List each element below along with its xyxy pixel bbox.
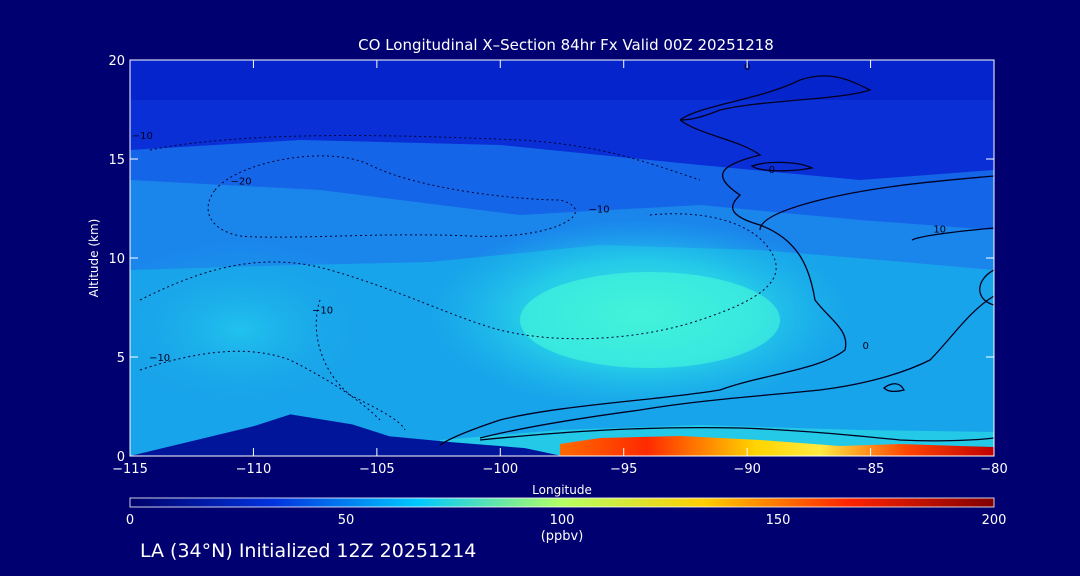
contour-solid-surface	[479, 426, 994, 442]
initialization-note: LA (34°N) Initialized 12Z 20251214	[140, 540, 477, 562]
contour-solid-zero	[439, 75, 872, 446]
x-tick-label: −115	[112, 462, 148, 477]
y-tick-label: 15	[108, 153, 125, 168]
contour-label: −10	[132, 131, 153, 142]
field-surface-maximum	[560, 436, 994, 456]
plot-area	[130, 60, 994, 456]
y-tick-label: 10	[108, 252, 125, 267]
contour-solid-small-loop	[883, 383, 905, 392]
x-tick-label: −90	[733, 462, 760, 477]
contour-solid-ten	[479, 227, 994, 439]
colorbar-ticks: 0 50 100 150 200	[126, 513, 1007, 528]
colorbar-tick-label: 100	[550, 513, 575, 528]
x-axis-label: Longitude	[532, 483, 592, 497]
contour-label: −10	[149, 353, 170, 364]
x-axis-ticks: −115 −110 −105 −100 −95 −90 −85 −80	[112, 60, 1008, 477]
field-west-layer	[130, 240, 390, 420]
chart-title: CO Longitudinal X–Section 84hr Fx Valid …	[358, 36, 774, 54]
x-tick-label: −105	[359, 462, 395, 477]
field-top-band	[130, 60, 994, 100]
contour-solid-east	[759, 175, 994, 306]
colorbar: 0 50 100 150 200 (ppbv)	[126, 497, 1007, 544]
y-axis-label: Altitude (km)	[87, 219, 101, 298]
x-tick-label: −110	[236, 462, 272, 477]
contour-label: −10	[312, 305, 333, 316]
contour-dotted-upper	[149, 135, 701, 181]
y-tick-label: 5	[117, 351, 125, 366]
colorbar-tick-label: 150	[766, 513, 791, 528]
colorbar-bar	[129, 497, 995, 508]
colorbar-tick-label: 200	[982, 513, 1007, 528]
contour-dotted-low	[139, 350, 381, 421]
x-tick-label: −100	[482, 462, 518, 477]
y-tick-label: 0	[117, 450, 125, 465]
colorbar-tick-label: 50	[338, 513, 355, 528]
contour-label: −20	[231, 177, 252, 188]
colorbar-tick-label: 0	[126, 513, 134, 528]
contour-label: 0	[769, 165, 775, 176]
contour-label: −10	[588, 204, 609, 215]
contour-lines	[139, 75, 994, 446]
y-axis-ticks: 0 5 10 15 20	[108, 54, 994, 465]
contour-label: 10	[933, 224, 946, 235]
terrain	[130, 414, 562, 456]
contour-dotted-west	[315, 299, 406, 431]
x-tick-label: −85	[857, 462, 884, 477]
x-tick-label: −80	[980, 462, 1007, 477]
contour-label: 0	[862, 341, 868, 352]
contour-solid-loop	[750, 161, 815, 172]
contour-dotted-mid	[139, 213, 777, 340]
colorbar-unit-label: (ppbv)	[541, 529, 584, 544]
y-tick-label: 20	[108, 54, 125, 69]
x-tick-label: −95	[610, 462, 637, 477]
field-plume-core	[520, 272, 780, 368]
